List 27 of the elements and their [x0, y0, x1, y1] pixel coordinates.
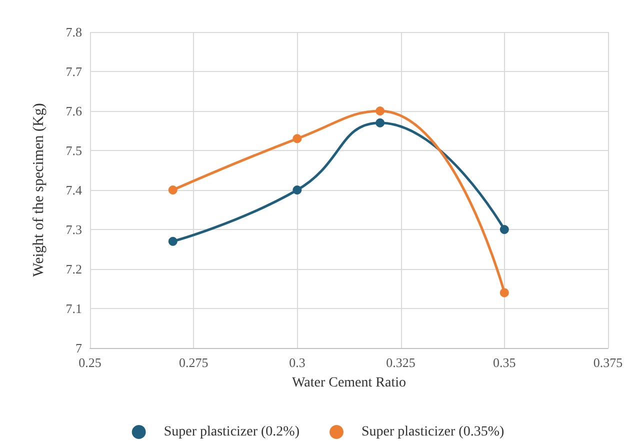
- point: [292, 186, 302, 194]
- y-tick-label: 7.5: [66, 143, 82, 158]
- y-tick-label: 7.8: [66, 24, 82, 40]
- y-axis-title: Weight of the specimen (Kg): [31, 103, 47, 277]
- point: [376, 118, 385, 128]
- x-tick-label: 0.3: [289, 355, 306, 370]
- y-tick-label: 7.7: [66, 64, 82, 79]
- point: [168, 236, 178, 246]
- point: [500, 225, 509, 234]
- legend-label: Super plasticizer (0.2%): [164, 424, 300, 440]
- point: [168, 186, 178, 194]
- y-tick-label: 7.6: [66, 104, 82, 118]
- y-tick-label: 7.4: [66, 182, 82, 198]
- legend-label: Super plasticizer (0.35%): [362, 424, 505, 440]
- y-tick-label: 7.2: [66, 262, 82, 276]
- y-tick-label: 7.3: [66, 222, 82, 237]
- x-tick-label: 0.25: [78, 355, 102, 370]
- x-tick-label: 0.275: [178, 355, 208, 370]
- point: [500, 288, 509, 298]
- x-tick-label: 0.35: [493, 355, 516, 370]
- y-tick-label: 7.1: [66, 301, 82, 316]
- point: [376, 106, 385, 116]
- point: [292, 134, 302, 144]
- x-tick-label: 0.375: [593, 355, 623, 370]
- x-tick-label: 0.325: [386, 355, 416, 370]
- y-tick-label: 7: [76, 340, 82, 356]
- x-axis-title: Water Cement Ratio: [292, 376, 406, 390]
